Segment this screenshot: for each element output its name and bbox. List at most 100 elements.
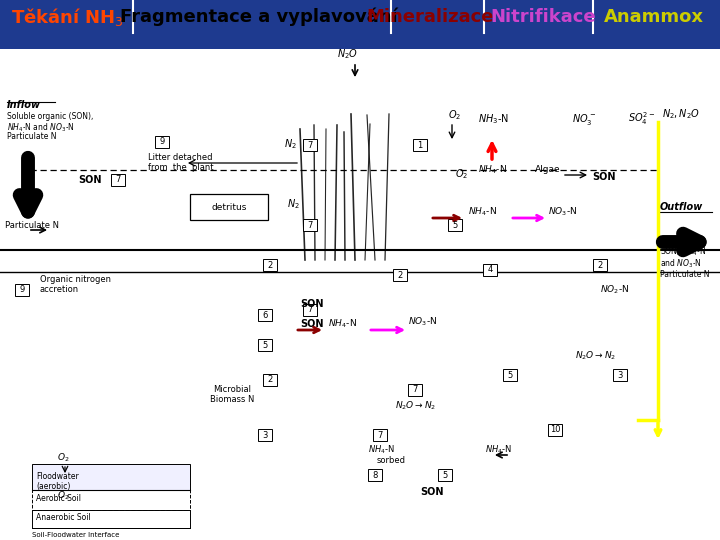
Text: 5: 5 <box>508 370 513 380</box>
Text: 9: 9 <box>159 138 165 146</box>
Text: 7: 7 <box>307 306 312 314</box>
Bar <box>408 384 422 396</box>
Text: Algae: Algae <box>535 165 561 174</box>
Text: 7: 7 <box>115 176 121 185</box>
Text: 5: 5 <box>442 470 448 480</box>
Bar <box>15 284 29 296</box>
Text: Soluble organic (SON),: Soluble organic (SON), <box>7 112 94 121</box>
Text: 2: 2 <box>598 260 603 269</box>
Bar <box>258 429 272 441</box>
Text: $N_2, N_2O$: $N_2, N_2O$ <box>662 107 700 121</box>
Text: Fragmentace a vyplavování: Fragmentace a vyplavování <box>120 8 398 26</box>
Bar <box>303 139 317 151</box>
Text: sorbed: sorbed <box>377 456 406 465</box>
Text: accretion: accretion <box>40 285 79 294</box>
Text: $N_2O \rightarrow N_2$: $N_2O \rightarrow N_2$ <box>395 399 436 411</box>
Bar <box>32 464 190 490</box>
Text: 5: 5 <box>262 341 268 349</box>
Text: $SO_4^{2-}$: $SO_4^{2-}$ <box>628 110 655 127</box>
Bar <box>0 33 720 49</box>
Text: 9: 9 <box>19 286 24 294</box>
Text: 8: 8 <box>372 470 378 480</box>
Text: Nitrifikace: Nitrifikace <box>490 8 595 26</box>
Text: $O_2$: $O_2$ <box>448 108 462 122</box>
Text: $NH_4$-N: $NH_4$-N <box>468 206 497 219</box>
Text: Anaerobic Soil: Anaerobic Soil <box>36 513 91 522</box>
Bar <box>438 469 452 481</box>
Bar <box>593 259 607 271</box>
Text: detritus: detritus <box>211 202 247 212</box>
Text: Floodwater: Floodwater <box>36 472 78 481</box>
Bar <box>303 304 317 316</box>
Text: 5: 5 <box>452 220 458 230</box>
Bar <box>303 219 317 231</box>
Text: Microbial: Microbial <box>213 385 251 394</box>
Bar <box>32 490 190 510</box>
Text: Particulate N: Particulate N <box>5 220 59 230</box>
Bar <box>368 469 382 481</box>
Text: $NH_4$-N: $NH_4$-N <box>368 443 395 456</box>
Text: 10: 10 <box>550 426 560 435</box>
Text: Inflow: Inflow <box>7 100 41 110</box>
Text: $NH_4$-N: $NH_4$-N <box>328 318 357 330</box>
Bar <box>0 0 720 33</box>
Text: $NH_3$-N: $NH_3$-N <box>478 112 509 126</box>
Text: $N_2$: $N_2$ <box>287 197 300 211</box>
Text: 3: 3 <box>617 370 623 380</box>
Text: Outflow: Outflow <box>660 202 703 212</box>
Text: 7: 7 <box>307 140 312 150</box>
Text: from  the  plant: from the plant <box>148 164 214 172</box>
Text: 7: 7 <box>377 430 383 440</box>
Text: and $NO_3$-N: and $NO_3$-N <box>660 257 702 269</box>
Bar <box>413 139 427 151</box>
Text: Aerobic Soil: Aerobic Soil <box>36 494 81 503</box>
Bar <box>263 259 277 271</box>
Text: Soil-Floodwater Interface: Soil-Floodwater Interface <box>32 532 120 538</box>
Text: SON: SON <box>78 175 102 185</box>
Text: $NO_3$-N: $NO_3$-N <box>408 316 437 328</box>
Text: Particulate N: Particulate N <box>660 270 709 279</box>
Text: $NO_3$-N: $NO_3$-N <box>548 206 577 219</box>
Text: Particulate N: Particulate N <box>7 132 56 141</box>
Text: (aerobic): (aerobic) <box>36 482 71 491</box>
Text: Biomass N: Biomass N <box>210 395 254 404</box>
Bar <box>263 374 277 386</box>
Bar <box>483 264 497 276</box>
Text: 6: 6 <box>262 310 268 320</box>
Bar <box>155 136 169 148</box>
Text: SON: SON <box>420 487 444 497</box>
Text: Těkání NH$_3$: Těkání NH$_3$ <box>11 6 123 28</box>
Bar <box>548 424 562 436</box>
Text: $N_2O$: $N_2O$ <box>338 47 359 61</box>
Text: $N_2O \rightarrow N_2$: $N_2O \rightarrow N_2$ <box>575 349 616 361</box>
Bar <box>258 309 272 321</box>
Text: $NO_3^-$: $NO_3^-$ <box>572 112 596 127</box>
Text: $O_2$: $O_2$ <box>455 167 468 181</box>
Bar <box>448 219 462 231</box>
Text: $NO_2$-N: $NO_2$-N <box>600 283 629 295</box>
Text: 2: 2 <box>267 260 273 269</box>
Text: $NH_4$-N and $NO_3$-N: $NH_4$-N and $NO_3$-N <box>7 122 75 134</box>
Text: $NH_4$-N: $NH_4$-N <box>478 163 507 176</box>
Text: 2: 2 <box>397 271 402 280</box>
Text: SON: SON <box>300 299 323 309</box>
Bar <box>373 429 387 441</box>
Text: SON: SON <box>300 319 323 329</box>
Bar <box>503 369 517 381</box>
Text: 7: 7 <box>413 386 418 395</box>
Text: SON, $NH_4$-N: SON, $NH_4$-N <box>660 246 706 259</box>
Text: 3: 3 <box>262 430 268 440</box>
Bar <box>393 269 407 281</box>
Bar <box>613 369 627 381</box>
Text: 4: 4 <box>487 266 492 274</box>
Text: 2: 2 <box>267 375 273 384</box>
Text: Litter detached: Litter detached <box>148 153 212 163</box>
Bar <box>111 174 125 186</box>
Text: Anammox: Anammox <box>604 8 703 26</box>
Text: $NH_4$-N: $NH_4$-N <box>485 443 512 456</box>
Bar <box>190 194 268 220</box>
Text: 1: 1 <box>418 140 423 150</box>
Text: Mineralizace: Mineralizace <box>366 8 495 26</box>
Text: $O_2$: $O_2$ <box>57 451 70 463</box>
Text: 7: 7 <box>307 220 312 230</box>
